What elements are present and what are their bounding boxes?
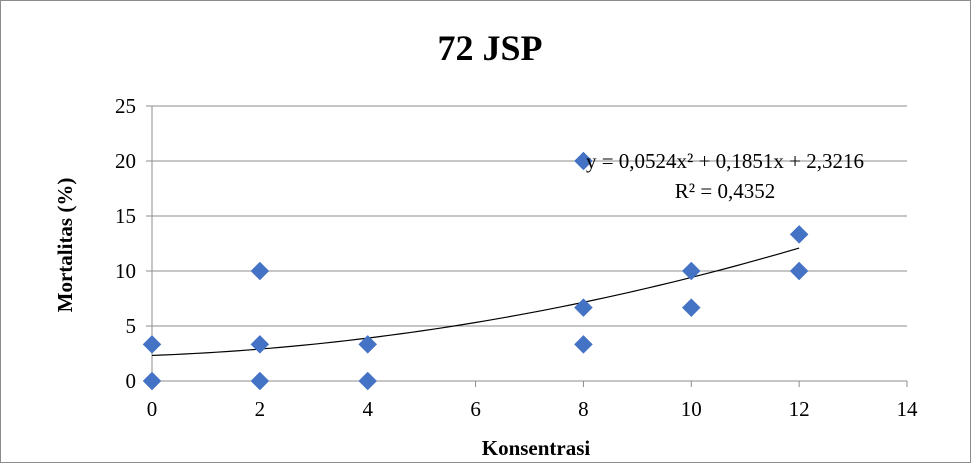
data-point (250, 261, 270, 281)
data-point (358, 335, 378, 354)
data-point (250, 371, 270, 391)
x-tick-label: 2 (255, 397, 266, 421)
data-point (574, 151, 593, 171)
data-point (358, 371, 378, 391)
y-tick-label: 5 (126, 314, 137, 338)
x-tick-label: 6 (470, 397, 481, 421)
data-point (681, 261, 701, 281)
data-point (142, 335, 162, 354)
data-point (789, 261, 809, 281)
data-point (574, 298, 593, 317)
data-point (789, 225, 809, 244)
trendline (151, 247, 800, 357)
y-axis-label: Mortalitas (%) (53, 178, 77, 313)
x-tick-labels: 0 2 4 6 8 10 12 14 (147, 397, 918, 421)
y-tick-label: 25 (115, 94, 136, 118)
chart-title: 72 JSP (437, 28, 542, 68)
trendline-r2: R² = 0,4352 (675, 179, 775, 203)
x-axis-label: Konsentrasi (482, 436, 591, 460)
y-tick-labels: 0 5 10 15 20 25 (115, 94, 136, 393)
data-point (142, 371, 162, 391)
gridlines (152, 105, 907, 327)
x-tick-label: 14 (897, 397, 919, 421)
x-tick-label: 10 (681, 397, 702, 421)
data-point (250, 335, 270, 354)
y-tick-label: 10 (115, 259, 136, 283)
x-tick-label: 4 (362, 397, 373, 421)
data-points (142, 151, 809, 391)
y-tick-label: 20 (115, 149, 136, 173)
data-point (681, 298, 701, 317)
y-tick-label: 0 (126, 369, 137, 393)
trendline-equation: y = 0,0524x² + 0,1851x + 2,3216 (586, 149, 864, 173)
y-tick-label: 15 (115, 204, 136, 228)
data-point (574, 335, 593, 354)
x-tick-label: 12 (789, 397, 810, 421)
x-tick-label: 8 (578, 397, 589, 421)
x-tick-label: 0 (147, 397, 158, 421)
